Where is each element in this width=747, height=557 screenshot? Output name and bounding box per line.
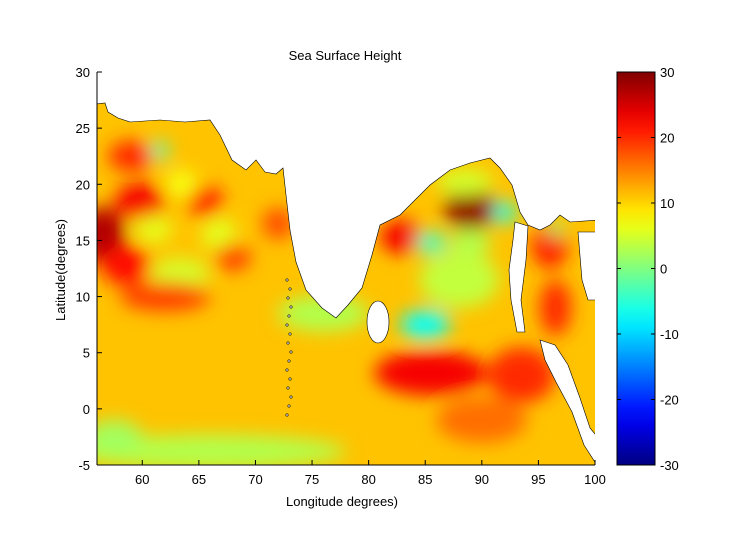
maldives-island [288,287,292,291]
maldives-island [285,368,289,372]
x-tick-label: 75 [305,472,319,487]
heatmap-feature-22 [419,251,499,308]
x-tick-label: 100 [584,472,606,487]
heatmap-feature-17 [379,220,426,254]
land-mask-0 [97,72,595,319]
maldives-island [285,413,289,417]
maldives-island [286,341,290,345]
y-tick-label: 10 [76,290,90,305]
maldives-island [286,296,290,300]
heatmap-feature-24 [374,350,488,396]
heatmap-feature-29 [548,220,563,239]
colorbar-tick-label: 10 [660,196,674,211]
y-tick-label: 30 [76,65,90,80]
land-mask-2 [577,231,595,301]
land-mask-1 [508,221,529,333]
heatmap-feature-23 [436,168,494,196]
x-tick-label: 90 [475,472,489,487]
heatmap-feature-7 [186,185,223,217]
chart-title: Sea Surface Height [289,48,402,63]
maldives-island [285,323,289,327]
heatmap-feature-15 [262,207,294,240]
heatmap-feature-25 [487,347,556,404]
sri-lanka-land [366,300,390,344]
maldives-island [285,278,289,282]
colorbar-tick-label: 20 [660,131,674,146]
heatmap-feature-4 [108,140,154,172]
y-tick-label: 15 [76,233,90,248]
colorbar-tick-label: -20 [660,393,679,408]
x-tick-label: 70 [248,472,262,487]
heatmap-feature-28 [539,279,572,336]
y-tick-label: 0 [83,402,90,417]
maldives-island [286,386,290,390]
heatmap-feature-20 [450,229,491,257]
heatmap-feature-13 [97,420,143,454]
x-axis-label: Longitude degrees) [286,494,398,509]
maldives-island [288,377,292,381]
maldives-island [287,359,291,363]
heatmap-feature-11 [214,243,251,271]
colorbar-tick-label: -10 [660,327,679,342]
heatmap-feature-5 [135,215,172,243]
x-tick-label: 80 [361,472,375,487]
x-tick-label: 65 [192,472,206,487]
maldives-island [288,332,292,336]
colorbar-tick-label: -30 [660,458,679,473]
y-tick-label: 5 [83,346,90,361]
maldives-island [287,404,291,408]
heatmap-feature-21 [400,310,451,340]
y-tick-label: 25 [76,121,90,136]
x-tick-label: 85 [418,472,432,487]
heatmap-feature-26 [436,397,528,443]
x-tick-label: 95 [531,472,545,487]
maldives-island [289,395,293,399]
heatmap-feature-18 [416,231,446,254]
colorbar-tick-label: 0 [660,262,667,277]
colorbar-tick-label: 30 [660,65,674,80]
maldives-island [289,350,293,354]
heatmap-feature-12 [97,434,346,465]
y-tick-label: 20 [76,177,90,192]
heatmap-feature-2 [150,141,169,160]
heatmap-feature-19 [493,201,516,224]
heatmap-feature-1 [115,183,165,220]
heatmap-feature-3 [100,244,151,286]
maldives-island [287,314,291,318]
heatmap-feature-16 [444,188,497,230]
x-tick-label: 60 [135,472,149,487]
heatmap-feature-10 [166,169,198,199]
heatmap-feature-9 [202,216,237,253]
heatmap-area [97,72,595,465]
y-axis-label: Latitude(degrees) [53,219,68,321]
heatmap-feature-8 [119,281,211,312]
y-tick-label: -5 [78,458,90,473]
land-mask-3 [539,339,595,463]
colorbar [616,71,656,466]
maldives-island [289,305,293,309]
